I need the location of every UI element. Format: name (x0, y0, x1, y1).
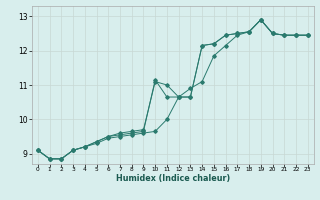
X-axis label: Humidex (Indice chaleur): Humidex (Indice chaleur) (116, 174, 230, 183)
